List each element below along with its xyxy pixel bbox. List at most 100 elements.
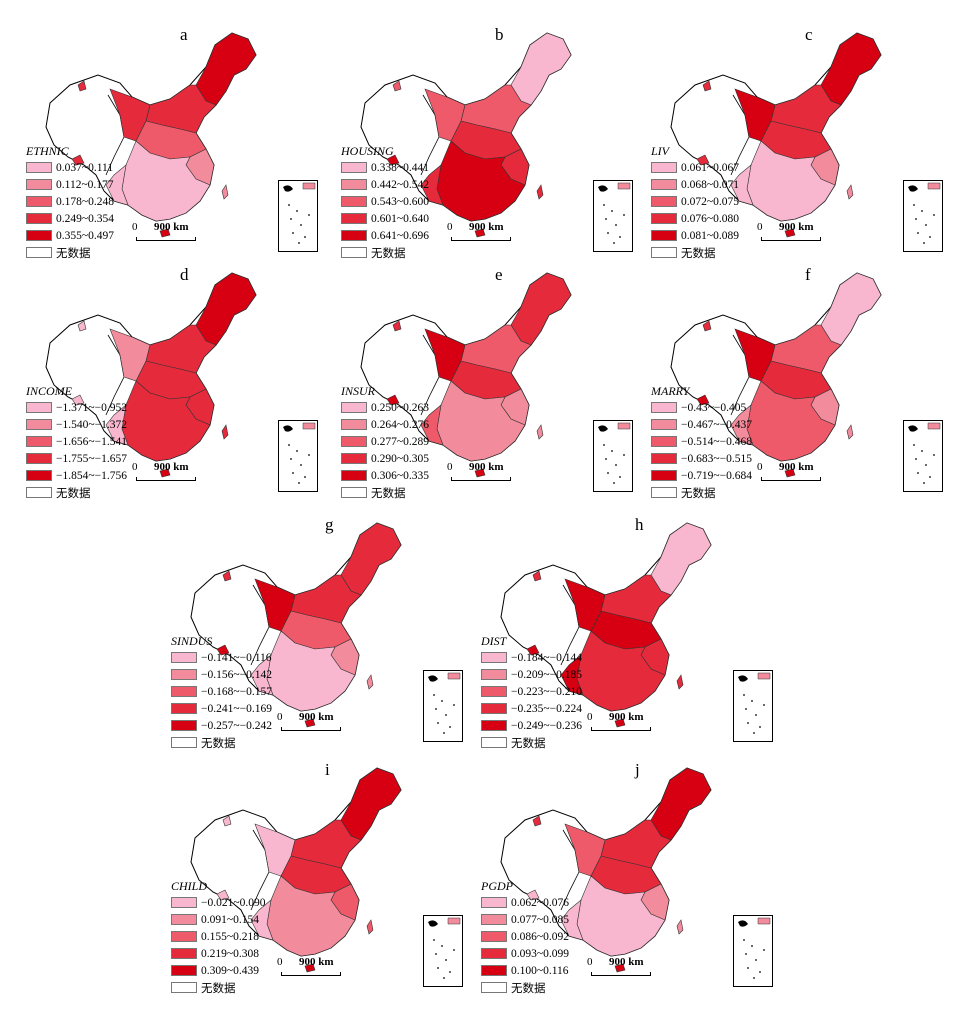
legend-swatch: [171, 948, 197, 959]
scale-zero: 0: [757, 221, 763, 233]
legend-range: −0.141~−0.116: [201, 651, 272, 664]
no-data-label: 无数据: [681, 247, 716, 260]
legend: SINDUS −0.141~−0.116 −0.156~−0.142 −0.16…: [171, 633, 321, 751]
legend-range: −0.719~−0.684: [681, 469, 752, 482]
legend-row: −0.223~−0.210: [481, 683, 631, 700]
legend-row: 0.155~0.218: [171, 928, 321, 945]
legend-row: 0.077~0.085: [481, 911, 631, 928]
region-tibet-spot: [71, 154, 85, 166]
legend-row: 0.290~0.305: [341, 450, 491, 467]
legend-range: −0.257~−0.242: [201, 719, 272, 732]
no-data-label: 无数据: [201, 982, 236, 995]
south-china-sea-inset: [733, 670, 773, 742]
scale-bar: 0 900 km: [275, 956, 355, 978]
legend-swatch: [26, 230, 52, 241]
legend-swatch: [481, 669, 507, 680]
legend-title: MARRY: [651, 384, 690, 398]
panel-letter: a: [180, 25, 188, 44]
legend-swatch-no-data: [481, 982, 507, 993]
legend-swatch-no-data: [651, 487, 677, 498]
legend-row: −0.235~−0.224: [481, 700, 631, 717]
no-data-label: 无数据: [371, 487, 406, 500]
legend-swatch: [26, 402, 52, 413]
region-southwest: [105, 404, 129, 446]
legend-row: 0.112~0.177: [26, 176, 176, 193]
panel-letter: c: [805, 25, 813, 44]
china-choropleth-map: [360, 272, 572, 478]
legend: INSUR 0.250~0.263 0.264~0.276 0.277~0.28…: [341, 383, 491, 501]
region-tibet-spot: [71, 394, 85, 406]
legend-range: −1.656~−1.541: [56, 435, 127, 448]
legend-range: −0.209~−0.185: [511, 668, 582, 681]
legend-row: 0.355~0.497: [26, 227, 176, 244]
legend-swatch-no-data: [651, 247, 677, 258]
legend-row: −0.168~−0.157: [171, 683, 321, 700]
legend-row: −0.514~−0.468: [651, 433, 801, 450]
china-choropleth-map: [500, 767, 712, 973]
legend-row: −1.540~−1.372: [26, 416, 176, 433]
legend-range: 0.091~0.154: [201, 913, 259, 926]
legend-swatch: [171, 686, 197, 697]
region-southwest: [420, 404, 444, 446]
taiwan-island: [536, 184, 544, 200]
legend-row-no-data: 无数据: [26, 484, 176, 501]
map-panel-b: b HOUSING 0.338~0.441 0.442~0.542 0.543~…: [325, 25, 635, 275]
hainan-island: [784, 228, 796, 238]
legend-range: 0.093~0.099: [511, 947, 569, 960]
hainan-island: [474, 468, 486, 478]
region-tibet-spot: [526, 889, 540, 901]
region-southwest: [560, 899, 584, 941]
legend-row: 0.442~0.542: [341, 176, 491, 193]
panel-letter: g: [325, 515, 334, 534]
legend-range: −0.683~−0.515: [681, 452, 752, 465]
legend-range: 0.155~0.218: [201, 930, 259, 943]
no-data-label: 无数据: [511, 982, 546, 995]
legend-row-no-data: 无数据: [341, 244, 491, 261]
hainan-island: [304, 718, 316, 728]
region-northeast: [820, 32, 882, 106]
taiwan-island: [676, 919, 684, 935]
map-panel-j: j PGDP 0.062~0.076 0.077~0.085 0.086~0.0…: [465, 760, 775, 1010]
region-tibet-spot: [216, 889, 230, 901]
legend-row: −0.467~−0.437: [651, 416, 801, 433]
legend-row: 0.091~0.154: [171, 911, 321, 928]
legend-row: 0.277~0.289: [341, 433, 491, 450]
south-china-sea-inset: [733, 915, 773, 987]
legend-row: 0.219~0.308: [171, 945, 321, 962]
scale-label: 900 km: [779, 221, 814, 233]
legend-swatch: [341, 402, 367, 413]
legend-range: 0.219~0.308: [201, 947, 259, 960]
legend-row: −0.257~−0.242: [171, 717, 321, 734]
scale-bar: 0 900 km: [275, 711, 355, 733]
scale-label: 900 km: [609, 956, 644, 968]
legend-swatch: [171, 669, 197, 680]
region-tibet-spot: [386, 154, 400, 166]
panel-letter: d: [180, 265, 189, 284]
region-northwest: [424, 328, 466, 382]
region-southwest: [730, 404, 754, 446]
legend-row: 0.081~0.089: [651, 227, 801, 244]
legend-range: 0.100~0.116: [511, 964, 569, 977]
legend-row: 0.037~0.111: [26, 159, 176, 176]
legend-row: −0.43~−0.405: [651, 399, 801, 416]
map-panel-d: d INCOME −1.371~−0.952 −1.540~−1.372 −1.…: [10, 265, 320, 515]
legend-row: 0.100~0.116: [481, 962, 631, 979]
legend-title: LIV: [651, 144, 669, 158]
legend: CHILD −0.021~0.090 0.091~0.154 0.155~0.2…: [171, 878, 321, 996]
region-northeast: [195, 32, 257, 106]
legend-range: −1.540~−1.372: [56, 418, 127, 431]
taiwan-island: [846, 184, 854, 200]
no-data-label: 无数据: [681, 487, 716, 500]
region-tibet-spot: [386, 394, 400, 406]
taiwan-island: [846, 424, 854, 440]
legend-row: −0.683~−0.515: [651, 450, 801, 467]
legend-swatch: [341, 436, 367, 447]
legend-row-no-data: 无数据: [651, 484, 801, 501]
legend-swatch: [651, 213, 677, 224]
legend: HOUSING 0.338~0.441 0.442~0.542 0.543~0.…: [341, 143, 491, 261]
region-tibet-spot: [526, 644, 540, 656]
legend-range: 0.306~0.335: [371, 469, 429, 482]
scale-label: 900 km: [609, 711, 644, 723]
region-southwest: [250, 899, 274, 941]
legend: MARRY −0.43~−0.405 −0.467~−0.437 −0.514~…: [651, 383, 801, 501]
